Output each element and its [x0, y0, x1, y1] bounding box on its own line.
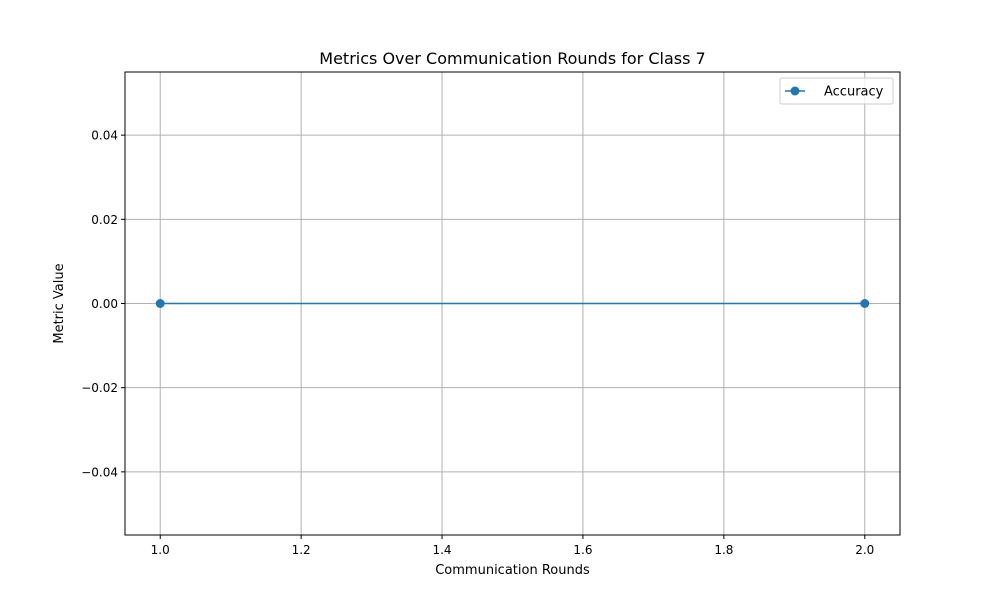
data-point-accuracy — [155, 299, 165, 308]
x-tick-label: 1.4 — [432, 543, 451, 557]
x-tick-label: 1.0 — [151, 543, 170, 557]
x-tick-label: 1.2 — [292, 543, 311, 557]
legend-marker-accuracy — [790, 86, 800, 96]
x-tick-label: 2.0 — [855, 543, 874, 557]
y-axis-ticks: −0.04 −0.02 0.00 0.02 0.04 — [81, 129, 125, 479]
chart-title: Metrics Over Communication Rounds for Cl… — [319, 49, 705, 68]
x-axis-ticks: 1.0 1.2 1.4 1.6 1.8 2.0 — [151, 535, 874, 557]
y-tick-label: 0.00 — [91, 297, 118, 311]
x-tick-label: 1.6 — [573, 543, 592, 557]
x-axis-label: Communication Rounds — [435, 563, 590, 578]
series-layer — [155, 299, 870, 308]
legend-label-accuracy: Accuracy — [824, 85, 884, 100]
y-tick-label: 0.02 — [91, 213, 118, 227]
y-axis-label: Metric Value — [52, 263, 67, 343]
x-tick-label: 1.8 — [714, 543, 733, 557]
y-tick-label: −0.02 — [81, 381, 118, 395]
y-tick-label: 0.04 — [91, 129, 118, 143]
y-tick-label: −0.04 — [81, 465, 118, 479]
data-point-accuracy — [860, 299, 870, 308]
legend: Accuracy — [779, 77, 894, 105]
plot-frame — [124, 71, 901, 536]
legend-box — [779, 77, 894, 105]
